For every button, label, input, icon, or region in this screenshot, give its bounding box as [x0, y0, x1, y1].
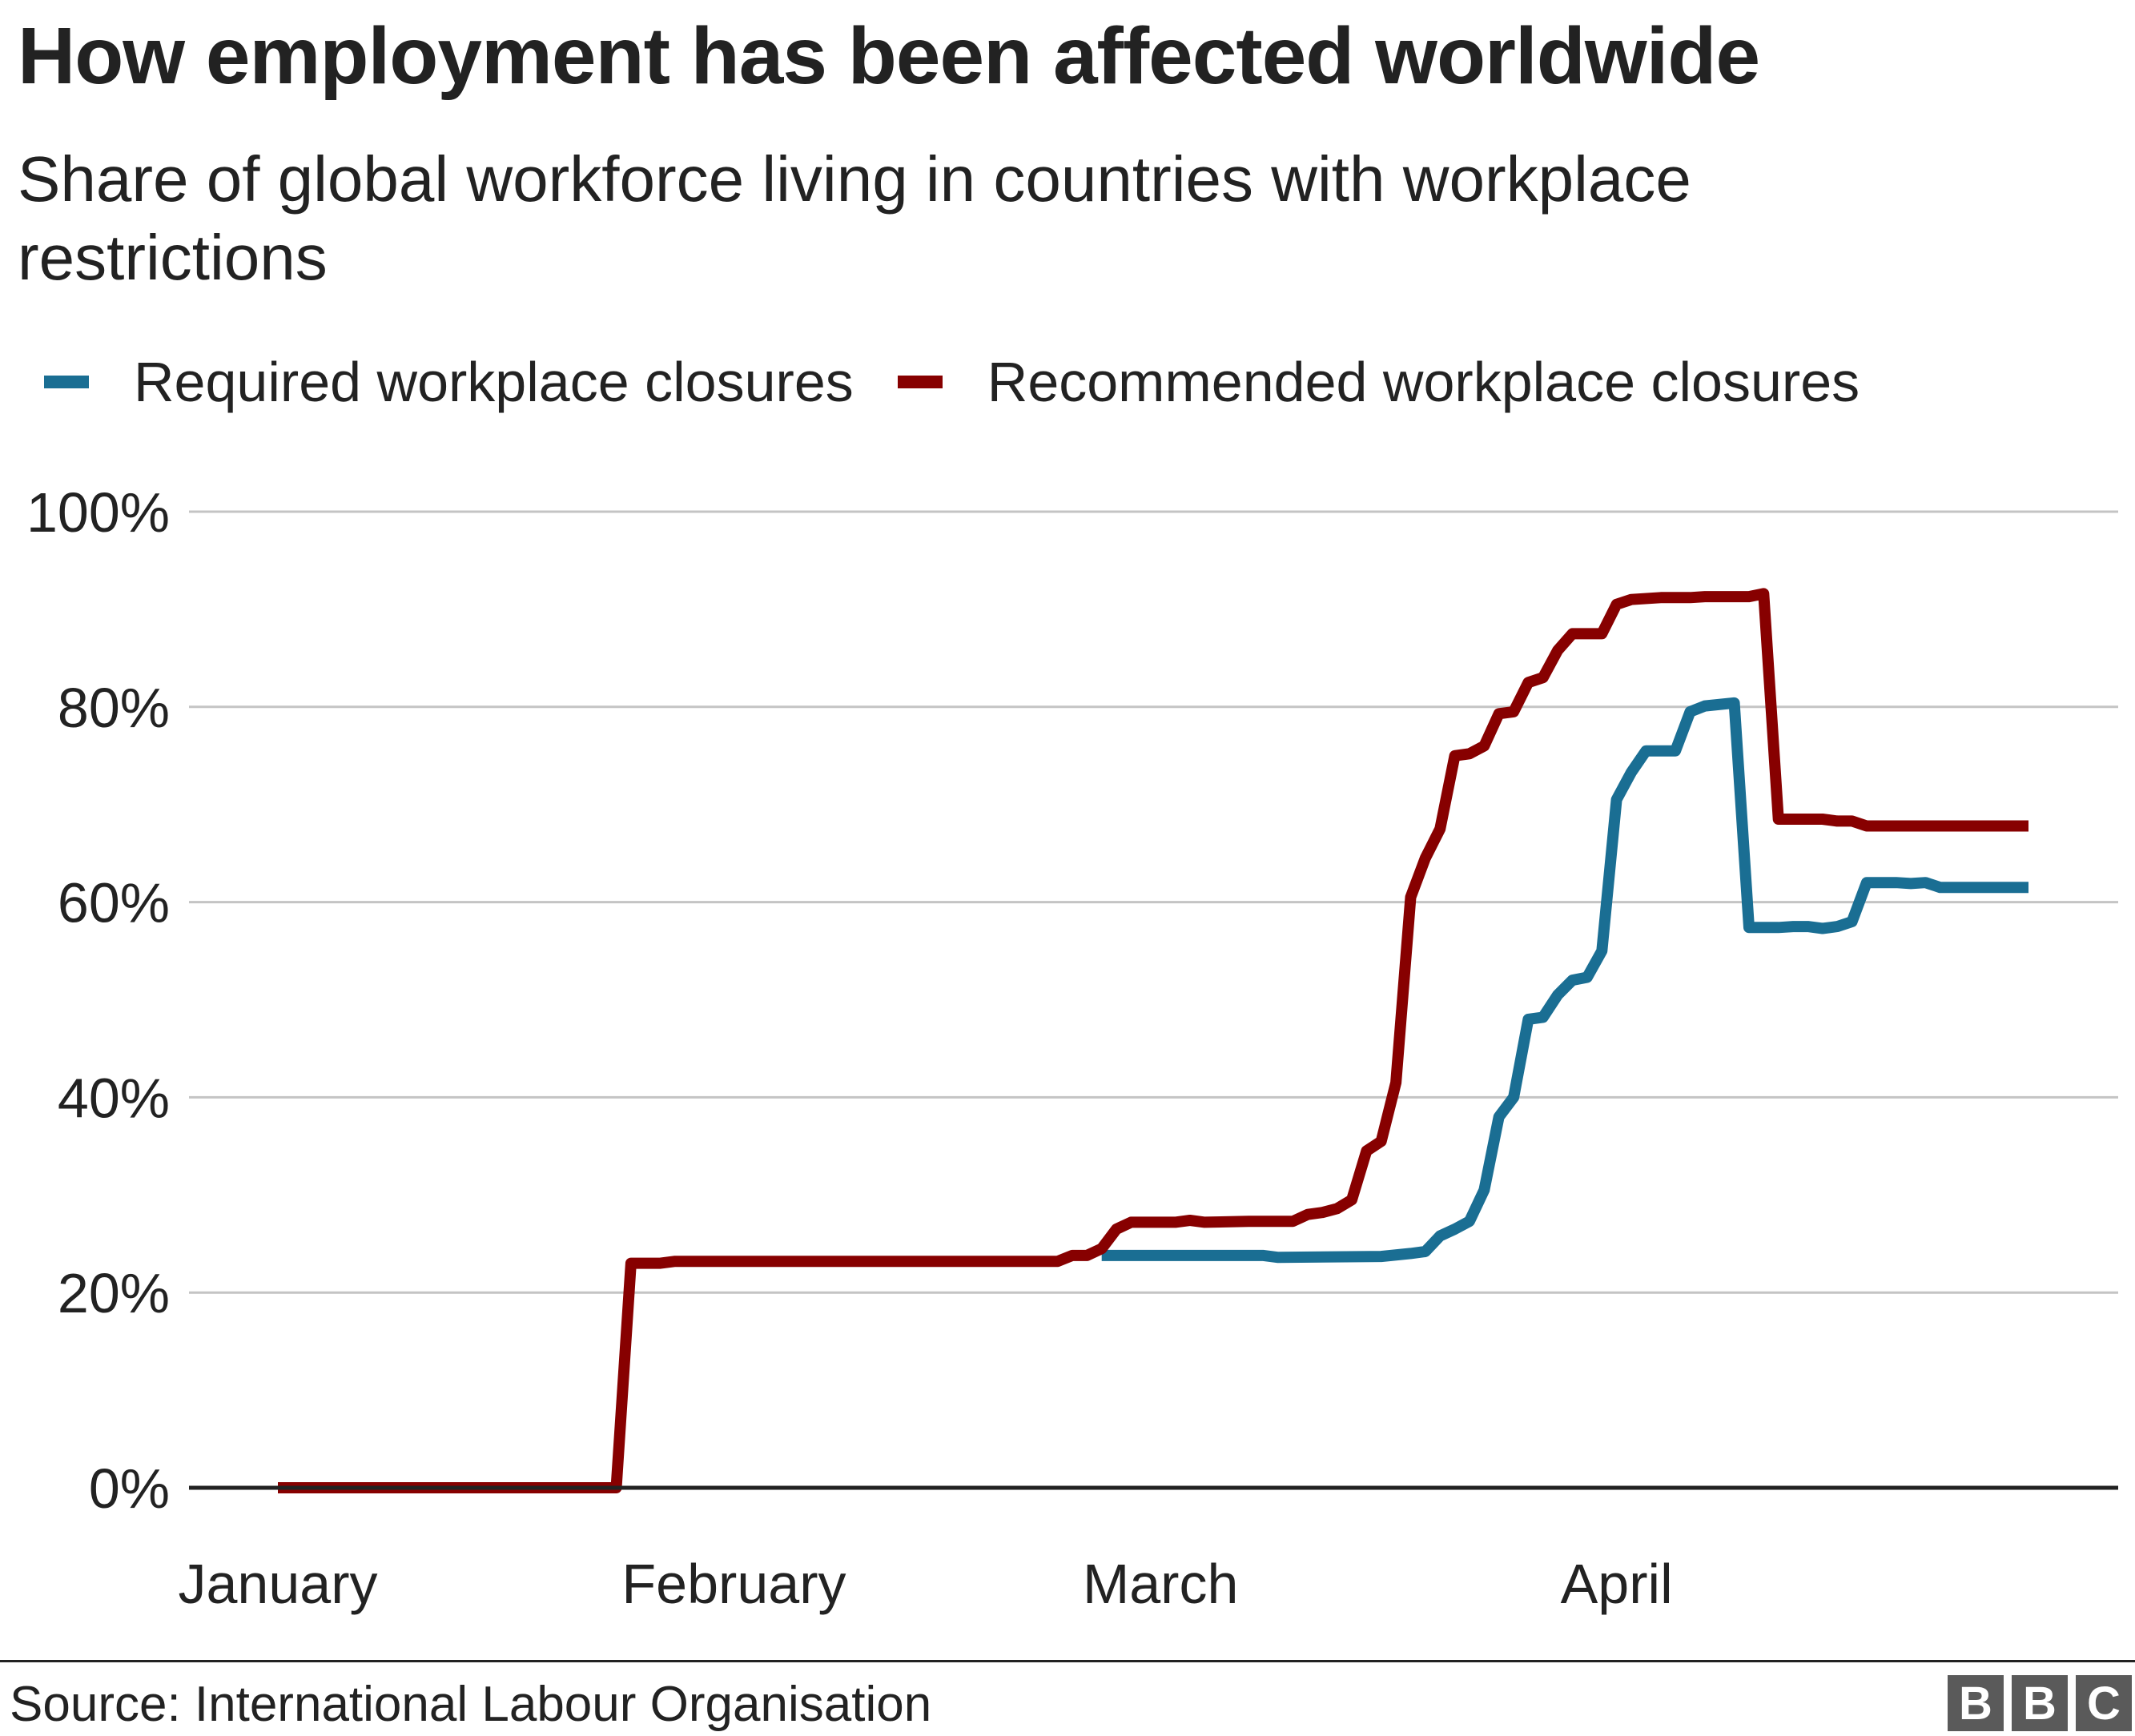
bbc-logo: B B C: [1940, 1675, 2132, 1731]
footer-divider: [0, 1660, 2135, 1662]
chart-title: How employment has been affected worldwi…: [18, 11, 1760, 101]
logo-letter-b2: B: [2012, 1675, 2068, 1731]
legend-swatch-recommended: [897, 376, 943, 388]
x-tick-label-march: March: [1083, 1553, 1238, 1615]
y-tick-label-40: 40%: [58, 1067, 170, 1129]
y-tick-label-0: 0%: [89, 1457, 170, 1520]
series-line-recommended: [278, 588, 2028, 1493]
y-tick-label-60: 60%: [58, 872, 170, 934]
legend-swatch-required: [44, 376, 89, 388]
y-tick-label-80: 80%: [58, 677, 170, 739]
series-line-required: [1101, 697, 2028, 1264]
legend-label-recommended: Recommended workplace closures: [987, 351, 1860, 413]
x-tick-label-february: February: [621, 1553, 846, 1615]
legend-item-required: Required workplace closures: [44, 346, 854, 418]
source-note: Source: International Labour Organisatio…: [10, 1677, 932, 1732]
chart-legend: Required workplace closures Recommended …: [44, 346, 1904, 418]
logo-letter-c: C: [2076, 1675, 2132, 1731]
chart-subtitle: Share of global workforce living in coun…: [18, 143, 1691, 293]
x-tick-label-april: April: [1561, 1553, 1673, 1615]
legend-item-recommended: Recommended workplace closures: [897, 346, 1860, 418]
logo-letter-b1: B: [1948, 1675, 2004, 1731]
legend-label-required: Required workplace closures: [134, 351, 854, 413]
y-tick-label-100: 100%: [26, 481, 170, 544]
y-tick-label-20: 20%: [58, 1262, 170, 1324]
x-tick-label-january: January: [178, 1553, 377, 1615]
